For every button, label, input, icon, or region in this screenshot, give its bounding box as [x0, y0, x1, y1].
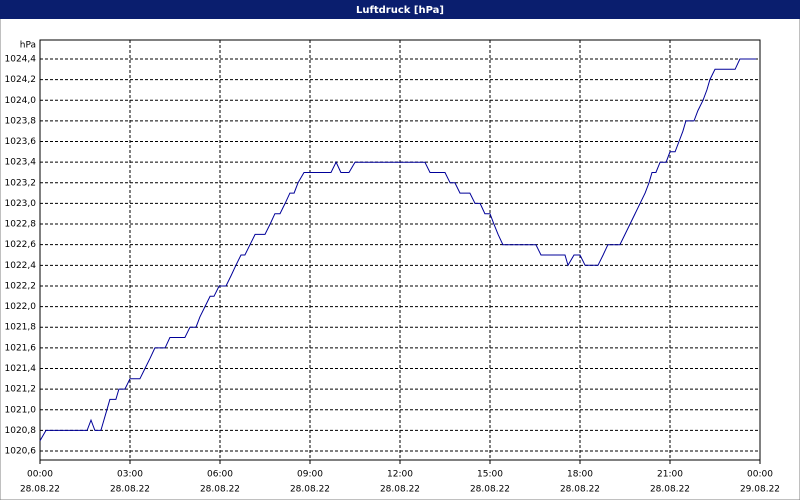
y-tick-label: 1022,4 — [5, 261, 37, 271]
x-tick-label: 00:00 — [747, 470, 773, 480]
y-tick-label: 1020,8 — [5, 426, 37, 436]
x-tick-date: 28.08.22 — [560, 485, 600, 495]
plot-frame — [39, 39, 761, 461]
y-tick-label: 1022,8 — [5, 220, 37, 230]
x-tick-date: 29.08.22 — [740, 485, 780, 495]
x-tick-date: 28.08.22 — [200, 485, 240, 495]
y-tick-label: 1020,6 — [5, 447, 37, 457]
x-tick-date: 28.08.22 — [20, 485, 60, 495]
x-tick-label: 00:00 — [27, 470, 53, 480]
title-bar — [0, 0, 800, 19]
y-tick-label: 1024,2 — [5, 75, 37, 85]
x-tick-label: 03:00 — [117, 470, 143, 480]
x-tick-label: 21:00 — [657, 470, 683, 480]
y-tick-label: 1021,6 — [5, 343, 37, 353]
x-tick-date: 28.08.22 — [470, 485, 510, 495]
x-tick-label: 06:00 — [207, 470, 233, 480]
x-tick-label: 15:00 — [477, 470, 503, 480]
y-tick-label: 1023,4 — [5, 158, 37, 168]
x-tick-date: 28.08.22 — [110, 485, 150, 495]
y-tick-label: 1021,2 — [5, 385, 37, 395]
y-axis-label: hPa — [20, 41, 36, 51]
x-tick-date: 28.08.22 — [380, 485, 420, 495]
y-tick-label: 1021,0 — [5, 405, 37, 415]
y-tick-label: 1021,4 — [5, 364, 37, 374]
chart-title: Luftdruck [hPa] — [356, 5, 444, 16]
y-tick-label: 1023,0 — [5, 199, 37, 209]
x-tick-label: 12:00 — [387, 470, 413, 480]
y-tick-label: 1021,8 — [5, 323, 37, 333]
data-line — [39, 58, 757, 441]
y-tick-label: 1024,0 — [5, 96, 37, 106]
x-tick-date: 28.08.22 — [650, 485, 690, 495]
y-tick-label: 1023,6 — [5, 137, 37, 147]
x-tick-label: 09:00 — [297, 470, 323, 480]
y-tick-label: 1022,0 — [5, 302, 37, 312]
x-tick-label: 18:00 — [567, 470, 593, 480]
x-tick-date: 28.08.22 — [290, 485, 330, 495]
y-tick-label: 1023,2 — [5, 178, 37, 188]
y-tick-label: 1024,4 — [5, 54, 37, 64]
y-tick-label: 1022,6 — [5, 240, 37, 250]
y-tick-label: 1022,2 — [5, 281, 37, 291]
y-tick-label: 1023,8 — [5, 116, 37, 126]
